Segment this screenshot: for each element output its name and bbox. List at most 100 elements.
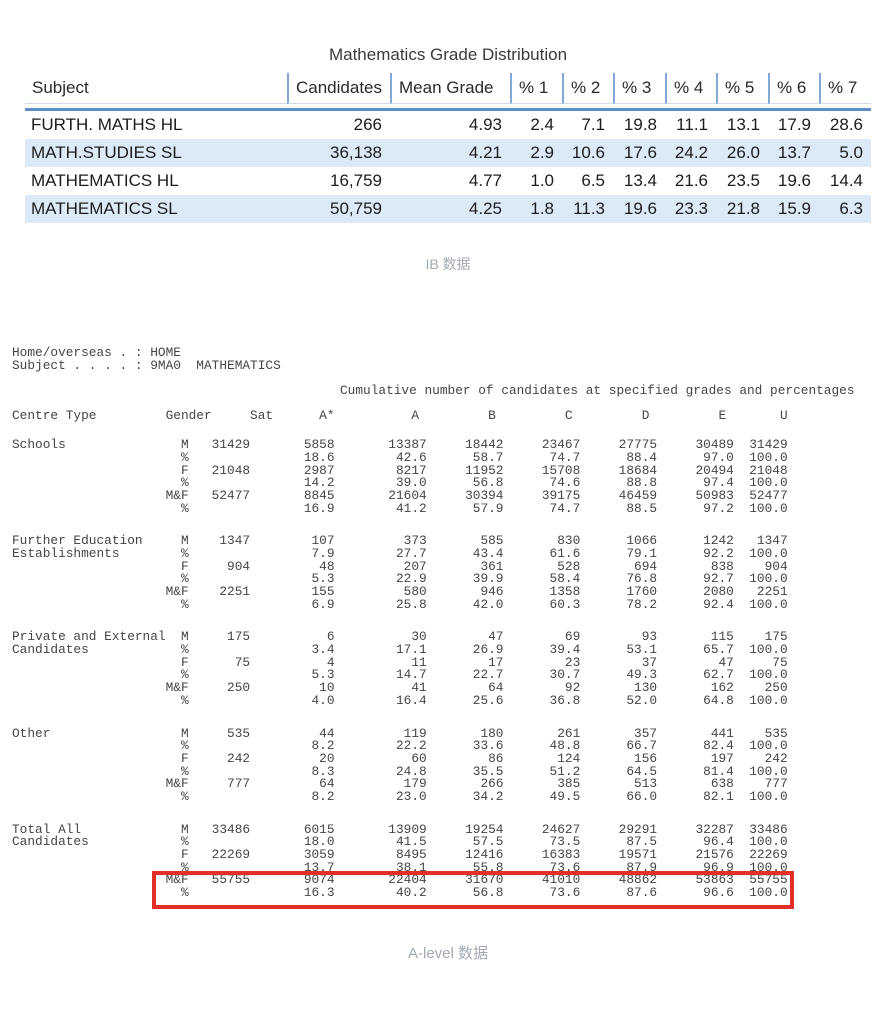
alevel-data-row: Further Education M 1347 107 373 585 830… [12,533,788,549]
ib-cell-candidates: 36,138 [330,143,382,162]
ib-cell-subject: MATHEMATICS SL [31,199,178,218]
ib-col-header: % 2 [562,73,613,104]
ib-grade-table: Subject Candidates Mean Grade% 1% 2% 3% 4%… [25,73,871,223]
ib-cell-percent: 17.6 [623,143,657,162]
ib-cell-percent: 7.1 [581,115,605,134]
ib-cell-percent: 1.0 [530,171,554,190]
alevel-percent-row: % 8.2 23.0 34.2 49.5 66.0 82.1 100.0 [12,788,788,804]
ib-cell-percent: 10.6 [571,143,605,162]
ib-cell-subject: FURTH. MATHS HL [31,115,183,134]
ib-cell-percent: 24.2 [674,143,708,162]
alevel-percent-row: % 14.2 39.0 56.8 74.6 88.8 97.4 100.0 [12,475,788,491]
ib-col-header: % 7 [819,73,871,104]
alevel-meta-home-overseas: Home/overseas . : HOME [12,345,181,360]
ib-col-header: % 5 [716,73,768,104]
ib-cell-candidates: 50,759 [330,199,382,218]
alevel-data-row: Schools M 31429 5858 13387 18442 23467 2… [12,437,788,453]
ib-table-row: MATH.STUDIES SL 36,138 4.21 2.9 10.6 17.6 24.2… [25,139,871,167]
alevel-percent-row: Candidates % 18.0 41.5 57.5 73.5 87.5 96… [12,834,788,850]
ib-table-row: MATHEMATICS SL 50,759 4.25 1.8 11.3 19.6 23.3 2… [25,195,871,223]
ib-cell-percent: 19.6 [777,171,811,190]
ib-col-header: % 3 [613,73,665,104]
ib-cell-percent: 19.8 [623,115,657,134]
alevel-column-header-row: Centre Type Gender Sat A* A B C D E U [12,408,788,424]
alevel-report-section: Home/overseas . : HOME Subject . . . . :… [12,345,896,910]
ib-cell-subject: MATHEMATICS HL [31,171,179,190]
alevel-data-row: M&F 2251 155 580 946 1358 1760 2080 2251 [12,584,788,599]
alevel-percent-row: % 5.3 14.7 22.7 30.7 49.3 62.7 100.0 [12,667,788,683]
alevel-percent-row: % 16.3 40.2 56.8 73.6 87.6 96.6 100.0 [12,885,788,901]
ib-grade-table-section: Mathematics Grade Distribution Subject Ca… [25,45,871,223]
ib-cell-mean-grade: 4.25 [468,199,502,218]
alevel-percent-row: Candidates % 3.4 17.1 26.9 39.4 53.1 65.… [12,642,788,658]
ib-cell-percent: 5.0 [839,143,863,162]
ib-cell-percent: 23.3 [674,199,708,218]
ib-cell-percent: 26.0 [726,143,760,162]
ib-cell-mean-grade: 4.93 [468,115,502,134]
alevel-data-row: M&F 52477 8845 21604 30394 39175 46459 5… [12,487,788,503]
ib-header-rule [25,104,871,111]
alevel-percent-row: % 8.2 22.2 33.6 48.8 66.7 82.4 100.0 [12,738,788,754]
alevel-data-row: Total All M 33486 6015 13909 19254 24627… [12,821,788,837]
alevel-data-row: F 22269 3059 8495 12416 16383 19571 2157… [12,847,788,862]
alevel-data-row: Private and External M 175 6 30 47 69 93… [12,629,788,645]
ib-cell-percent: 28.6 [829,115,863,134]
alevel-meta-subject: Subject . . . . : 9MA0 MATHEMATICS [12,357,281,373]
alevel-groups-container: Schools M 31429 5858 13387 18442 23467 2… [12,437,896,910]
alevel-data-row: F 242 20 60 86 124 156 197 242 [12,750,788,766]
ib-cell-percent: 17.9 [777,115,811,134]
ib-cell-percent: 13.4 [623,171,657,190]
ib-cell-percent: 15.9 [777,199,811,218]
ib-cell-percent: 11.1 [676,115,708,134]
alevel-section-title: Cumulative number of candidates at speci… [340,383,855,399]
ib-col-header: Candidates [287,73,390,104]
alevel-data-row: F 75 4 11 17 23 37 47 75 [12,654,788,670]
ib-cell-candidates: 266 [353,115,382,134]
ib-col-header: % 4 [665,73,716,104]
alevel-percent-row: % 13.7 38.1 55.8 73.6 87.9 96.9 100.0 [12,859,788,875]
ib-table-title: Mathematics Grade Distribution [328,45,568,64]
ib-table-body: FURTH. MATHS HL 266 4.93 2.4 7.1 19.8 11.1 13.1… [25,111,871,223]
alevel-percent-row: % 18.6 42.6 58.7 74.7 88.4 97.0 100.0 [12,449,788,465]
ib-cell-candidates: 16,759 [330,171,382,190]
alevel-percent-row: Establishments % 7.9 27.7 43.4 61.6 79.1… [12,545,788,561]
alevel-percent-row: % 4.0 16.4 25.6 36.8 52.0 64.8 100.0 [12,692,788,708]
ib-cell-mean-grade: 4.21 [468,143,502,162]
alevel-group: Total All M 33486 6015 13909 19254 24627… [12,821,896,910]
ib-header-row: Subject Candidates Mean Grade% 1% 2% 3% 4%… [25,73,871,104]
alevel-data-row: M&F 250 10 41 64 92 130 162 250 [12,680,788,696]
ib-cell-percent: 19.6 [623,199,657,218]
ib-cell-percent: 21.6 [674,171,708,190]
alevel-percent-row: % 8.3 24.8 35.5 51.2 64.5 81.4 100.0 [12,763,788,779]
ib-cell-percent: 13.7 [777,143,811,162]
ib-cell-subject: MATH.STUDIES SL [31,143,182,162]
alevel-group: Private and External M 175 6 30 47 69 93… [12,631,896,707]
ib-cell-percent: 14.4 [829,171,863,190]
alevel-data-row: F 21048 2987 8217 11952 15708 18684 2049… [12,462,788,478]
ib-col-header: Mean Grade [390,73,510,104]
ib-col-subject: Subject [25,73,287,104]
ib-cell-percent: 13.1 [726,115,760,134]
ib-cell-percent: 6.3 [839,199,863,218]
alevel-percent-row: % 16.9 41.2 57.9 74.7 88.5 97.2 100.0 [12,500,788,516]
highlighted-rows-wrap: M&F 55755 9074 22404 31670 41010 48862 5… [12,871,896,910]
ib-table-row: FURTH. MATHS HL 266 4.93 2.4 7.1 19.8 11.1 13.1… [25,111,871,139]
ib-cell-percent: 23.5 [726,171,760,190]
ib-caption: IB 数据 [425,256,471,272]
alevel-group: Other M 535 44 119 180 261 357 441 535 %… [12,727,896,804]
ib-col-header: % 1 [510,73,562,104]
ib-cell-percent: 21.8 [726,199,760,218]
ib-cell-mean-grade: 4.77 [468,171,502,190]
alevel-percent-row: % 5.3 22.9 39.9 58.4 76.8 92.7 100.0 [12,571,788,587]
ib-cell-percent: 6.5 [581,171,605,190]
ib-cell-percent: 2.4 [530,115,554,134]
alevel-percent-row: % 6.9 25.8 42.0 60.3 78.2 92.4 100.0 [12,596,788,612]
alevel-group: Schools M 31429 5858 13387 18442 23467 2… [12,437,896,516]
alevel-data-row: M&F 55755 9074 22404 31670 41010 48862 5… [12,872,788,888]
ib-table-row: MATHEMATICS HL 16,759 4.77 1.0 6.5 13.4 21.6 23… [25,167,871,195]
alevel-data-row: M&F 777 64 179 266 385 513 638 777 [12,776,788,792]
ib-col-header: % 6 [768,73,819,104]
alevel-caption: A-level 数据 [407,944,489,962]
ib-cell-percent: 2.9 [530,143,554,162]
ib-cell-percent: 1.8 [530,199,554,218]
